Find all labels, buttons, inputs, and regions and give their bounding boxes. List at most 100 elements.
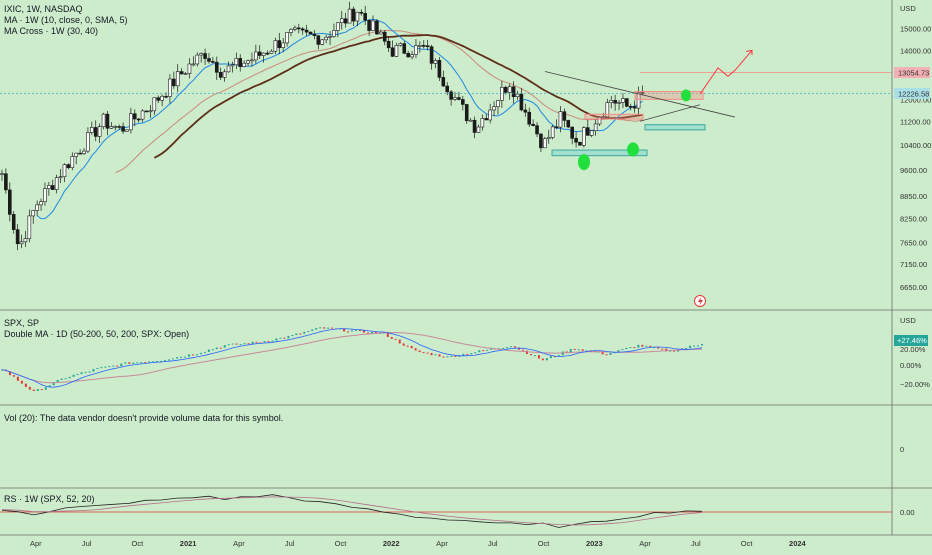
spx-candle <box>315 327 318 330</box>
spx-candle <box>450 355 453 357</box>
spx-candle <box>100 367 103 369</box>
spx-candle <box>553 356 556 358</box>
candle-body <box>8 189 12 215</box>
spx-candle <box>541 358 544 361</box>
spx-candle <box>24 383 27 387</box>
spx-candle <box>48 385 51 388</box>
spx-candle <box>633 347 636 349</box>
green-pivot-marker <box>627 142 639 157</box>
candle-body <box>246 60 250 64</box>
spx-candle <box>40 389 43 391</box>
candle-body <box>281 42 285 49</box>
candle-body <box>488 109 492 121</box>
spx-candle <box>354 329 357 331</box>
price-tick-label: 10400.00 <box>900 141 931 150</box>
candle-body <box>187 63 192 74</box>
candle-body <box>250 59 254 62</box>
candle-body <box>164 95 168 98</box>
spx-candle <box>406 345 409 347</box>
lightning-glyph <box>698 297 703 306</box>
candle-body <box>617 102 621 104</box>
candle-body <box>585 127 590 136</box>
candle-body <box>328 36 332 38</box>
candle-body <box>304 29 309 33</box>
spx-candle <box>362 330 365 333</box>
candle-body <box>4 173 8 191</box>
green-pivot-marker <box>681 89 691 102</box>
candle-body <box>574 138 578 143</box>
spx-candle <box>271 340 274 342</box>
spx-candle <box>231 343 234 345</box>
spx-candle <box>283 337 286 339</box>
candle-body <box>433 60 438 64</box>
main-legend: IXIC, 1W, NASDAQ MA · 1W (10, close, 0, … <box>4 4 128 37</box>
spx-candle <box>219 347 222 349</box>
ma-legend[interactable]: MA · 1W (10, close, 0, SMA, 5) <box>4 15 128 25</box>
spx-candle <box>120 363 123 367</box>
spx-candle <box>637 344 640 348</box>
price-tick-label: 6650.00 <box>900 283 927 292</box>
spx-tick-label: 0.00% <box>900 361 922 370</box>
price-tick-label: 8850.00 <box>900 192 927 201</box>
symbol-title[interactable]: IXIC, 1W, NASDAQ <box>4 4 83 14</box>
candle-body <box>144 110 149 113</box>
candle-body <box>203 53 207 59</box>
high-price-badge-text: 13054.73 <box>898 69 929 78</box>
candle-body <box>601 116 606 119</box>
candle-body <box>31 210 36 217</box>
spx-candle <box>136 362 139 364</box>
candle-body <box>332 30 336 37</box>
ma-cross-legend[interactable]: MA Cross · 1W (30, 40) <box>4 26 99 36</box>
spx-candle <box>327 327 330 329</box>
uptrend-line <box>639 104 701 122</box>
rs-title[interactable]: RS · 1W (SPX, 52, 20) <box>4 494 95 504</box>
candle-body <box>277 40 282 49</box>
spx-candle <box>247 343 250 345</box>
double-ma-legend[interactable]: Double MA · 1D (50-200, 50, 200, SPX: Op… <box>4 329 190 339</box>
spx-candle <box>52 382 55 386</box>
spx-candle <box>176 357 178 359</box>
spx-candle <box>641 344 644 347</box>
candle-body <box>339 18 344 23</box>
spx-candle <box>426 352 429 354</box>
candle-body <box>27 215 32 239</box>
candle-body <box>379 31 383 35</box>
candle-body <box>175 71 180 87</box>
candle-body <box>160 95 164 101</box>
spx-candle <box>287 335 290 339</box>
spx-candle <box>36 389 39 391</box>
volume-tick-label: 0 <box>900 445 904 454</box>
candle-body <box>359 11 364 14</box>
candle-body <box>168 78 172 97</box>
spx-candle <box>374 331 377 334</box>
spx-title[interactable]: SPX, SP <box>4 318 40 328</box>
candle-body <box>238 58 243 67</box>
candle-body <box>398 43 403 46</box>
spx-change-badge-text: +27.46% <box>897 336 927 345</box>
spx-candle <box>8 371 11 376</box>
spx-candle <box>358 329 361 331</box>
spx-candle <box>510 346 513 348</box>
relative-strength-pane[interactable] <box>0 494 892 528</box>
spx-candle <box>68 376 71 379</box>
main-price-pane[interactable] <box>0 1 892 307</box>
candle-body <box>523 109 528 113</box>
spx-candle <box>172 358 175 360</box>
spx-candle <box>653 347 656 349</box>
candle-body <box>121 126 125 132</box>
candle-body <box>195 54 200 65</box>
spx-candle <box>160 360 163 362</box>
candle-body <box>527 111 532 125</box>
spx-candle <box>661 348 664 350</box>
candle-body <box>464 104 469 121</box>
spx-compare-pane[interactable] <box>1 327 703 391</box>
spx-candle <box>601 351 604 355</box>
candle-body <box>351 8 356 22</box>
spx-candle <box>124 362 127 364</box>
spx-candle <box>251 341 254 345</box>
candle-body <box>418 45 422 47</box>
candle-body <box>410 54 414 58</box>
last-price-badge-text: 12226.58 <box>898 89 929 98</box>
spx-candle <box>243 343 246 345</box>
